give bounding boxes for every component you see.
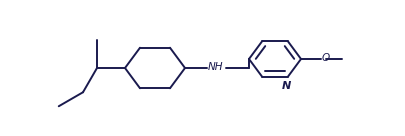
Text: O: O [322, 53, 330, 63]
Text: NH: NH [208, 62, 224, 72]
Text: N: N [281, 81, 291, 91]
